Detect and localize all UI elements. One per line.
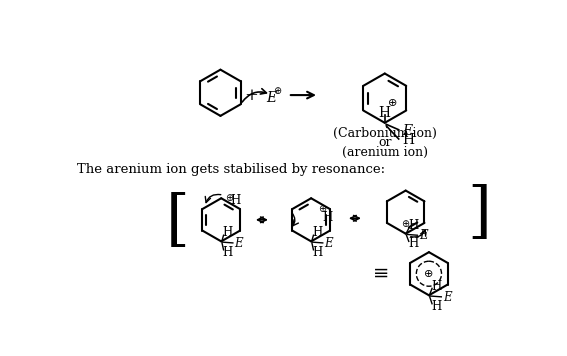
Text: (arenium ion): (arenium ion) xyxy=(342,146,428,158)
Text: H: H xyxy=(223,246,233,259)
Text: E: E xyxy=(402,124,412,137)
Text: ⊕: ⊕ xyxy=(225,193,233,203)
Text: ⊕: ⊕ xyxy=(318,204,326,214)
Text: E: E xyxy=(443,291,451,304)
Text: H: H xyxy=(431,299,442,313)
Text: H: H xyxy=(402,133,414,147)
Text: H: H xyxy=(231,194,241,207)
Text: H: H xyxy=(312,246,323,259)
Text: The arenium ion gets stabilised by resonance:: The arenium ion gets stabilised by reson… xyxy=(77,163,385,176)
Text: H: H xyxy=(431,279,442,293)
Text: ⊕: ⊕ xyxy=(388,98,397,108)
Text: or: or xyxy=(378,136,391,149)
Text: ≡: ≡ xyxy=(373,265,389,283)
Text: [: [ xyxy=(166,192,190,252)
Text: ]: ] xyxy=(467,184,491,245)
Text: E: E xyxy=(234,237,243,250)
Text: H: H xyxy=(312,226,323,240)
Text: H: H xyxy=(408,237,418,250)
Text: ⊕: ⊕ xyxy=(401,219,410,229)
Text: ⊕: ⊕ xyxy=(424,269,434,279)
Text: (Carbonium ion): (Carbonium ion) xyxy=(333,127,437,140)
Text: E: E xyxy=(419,230,428,242)
Text: E: E xyxy=(324,237,333,250)
Text: H: H xyxy=(323,211,333,224)
Text: H: H xyxy=(223,226,233,240)
Text: ⊕: ⊕ xyxy=(273,86,281,96)
Text: H: H xyxy=(408,220,418,232)
Text: E: E xyxy=(266,91,276,105)
Text: +: + xyxy=(244,87,259,104)
Text: H: H xyxy=(379,106,391,120)
